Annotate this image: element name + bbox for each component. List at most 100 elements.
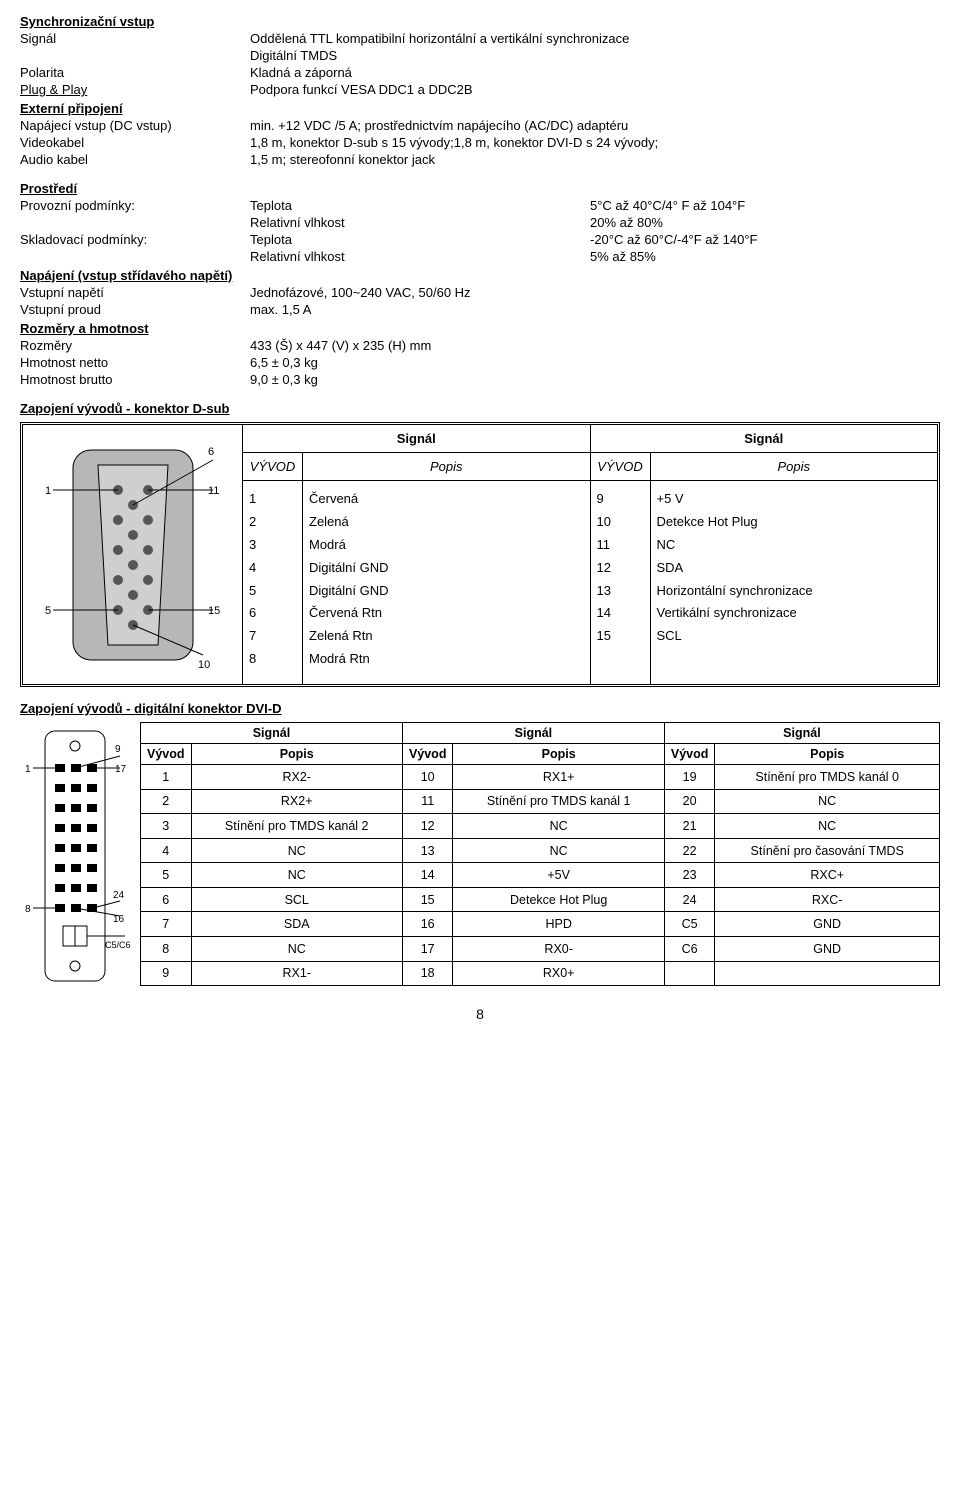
dvi-pin-h3: Vývod (664, 744, 715, 765)
dvi-cell: NC (191, 838, 402, 863)
dsub-cell: Detekce Hot Plug (657, 514, 932, 531)
spec-label: Vstupní proud (20, 302, 250, 317)
dvi-cell: 2 (141, 789, 192, 814)
dvi-row: 3Stínění pro TMDS kanál 212NC21NC (141, 814, 940, 839)
spec-value: Jednofázové, 100~240 VAC, 50/60 Hz (250, 285, 940, 300)
svg-text:24: 24 (113, 890, 125, 901)
spec-row: Audio kabel1,5 m; stereofonní konektor j… (20, 152, 940, 167)
dvi-cell: RX1+ (453, 765, 664, 790)
dvi-pin-h2: Vývod (402, 744, 453, 765)
dvi-row: 7SDA16HPDC5GND (141, 912, 940, 937)
dsub-cell: 6 (249, 605, 296, 622)
spec-label: Hmotnost brutto (20, 372, 250, 387)
dvi-cell: NC (453, 838, 664, 863)
env-col (20, 215, 250, 230)
dvi-signal-1: Signál (141, 723, 403, 744)
dvi-cell: 4 (141, 838, 192, 863)
env-row: Relativní vlhkost5% až 85% (20, 249, 940, 264)
svg-text:C5/C6: C5/C6 (105, 940, 131, 950)
dsub-cell: NC (657, 537, 932, 554)
spec-row: Rozměry433 (Š) x 447 (V) x 235 (H) mm (20, 338, 940, 353)
dvi-pin-h1: Vývod (141, 744, 192, 765)
dsub-cell: 13 (597, 583, 644, 600)
dsub-cell: SCL (657, 628, 932, 645)
svg-text:17: 17 (115, 764, 127, 775)
dsub-left-pins: 12345678 (243, 481, 303, 684)
dvi-cell: 7 (141, 912, 192, 937)
env-col: -20°C až 60°C/-4°F až 140°F (590, 232, 940, 247)
dvi-cell: RX0- (453, 936, 664, 961)
spec-value: 1,5 m; stereofonní konektor jack (250, 152, 940, 167)
dvi-desc-h2: Popis (453, 744, 664, 765)
dsub-cell: 12 (597, 560, 644, 577)
svg-text:5: 5 (45, 605, 51, 617)
dsub-cell: Červená Rtn (309, 605, 584, 622)
dsub-cell: Zelená Rtn (309, 628, 584, 645)
dvi-cell: 8 (141, 936, 192, 961)
env-col: Skladovací podmínky: (20, 232, 250, 247)
spec-label: Napájecí vstup (DC vstup) (20, 118, 250, 133)
dsub-pin-header-2: VÝVOD (591, 453, 651, 480)
external-heading: Externí připojení (20, 101, 940, 116)
power-heading: Napájení (vstup střídavého napětí) (20, 268, 940, 283)
dsub-cell: Vertikální synchronizace (657, 605, 932, 622)
dsub-cell: 8 (249, 651, 296, 668)
spec-row: Hmotnost brutto9,0 ± 0,3 kg (20, 372, 940, 387)
dvi-cell: NC (715, 789, 940, 814)
dvi-desc-h3: Popis (715, 744, 940, 765)
env-col: Teplota (250, 232, 590, 247)
dvi-cell: Stínění pro TMDS kanál 0 (715, 765, 940, 790)
dvi-cell: 13 (402, 838, 453, 863)
dsub-pin-header-1: VÝVOD (243, 453, 303, 480)
svg-text:16: 16 (113, 914, 125, 925)
dvi-cell: Stínění pro TMDS kanál 2 (191, 814, 402, 839)
env-col (20, 249, 250, 264)
dsub-table: 1 5 6 10 11 15 Signál Signál VÝVOD Popis… (20, 422, 940, 687)
svg-text:11: 11 (208, 485, 219, 497)
spec-label: Signál (20, 31, 250, 46)
dvi-cell: 24 (664, 887, 715, 912)
dsub-cell: 7 (249, 628, 296, 645)
spec-row: Vstupní proudmax. 1,5 A (20, 302, 940, 317)
dvi-cell: 16 (402, 912, 453, 937)
spec-label: Vstupní napětí (20, 285, 250, 300)
env-row: Provozní podmínky:Teplota5°C až 40°C/4° … (20, 198, 940, 213)
dvi-cell: 17 (402, 936, 453, 961)
spec-value: Kladná a záporná (250, 65, 940, 80)
dsub-cell: 15 (597, 628, 644, 645)
dvi-wrap: 1 8 9 17 24 16 C5/C6 Signál Signál Signá… (20, 722, 940, 986)
spec-value: 9,0 ± 0,3 kg (250, 372, 940, 387)
env-rows: Provozní podmínky:Teplota5°C až 40°C/4° … (20, 198, 940, 264)
env-row: Skladovací podmínky:Teplota-20°C až 60°C… (20, 232, 940, 247)
spec-value: Digitální TMDS (250, 48, 940, 63)
page-number: 8 (20, 1006, 940, 1022)
spec-value: Oddělená TTL kompatibilní horizontální a… (250, 31, 940, 46)
dvi-cell: 15 (402, 887, 453, 912)
env-row: Relativní vlhkost20% až 80% (20, 215, 940, 230)
spec-label (20, 48, 250, 63)
dsub-cell: Modrá (309, 537, 584, 554)
spec-label: Plug & Play (20, 82, 250, 97)
spec-value: 433 (Š) x 447 (V) x 235 (H) mm (250, 338, 940, 353)
external-rows: Napájecí vstup (DC vstup)min. +12 VDC /5… (20, 118, 940, 167)
dvi-cell: 3 (141, 814, 192, 839)
env-heading: Prostředí (20, 181, 940, 196)
svg-text:10: 10 (198, 659, 210, 670)
dsub-cell: Digitální GND (309, 560, 584, 577)
spec-value: max. 1,5 A (250, 302, 940, 317)
dvi-cell: GND (715, 912, 940, 937)
dvi-cell: RXC- (715, 887, 940, 912)
dsub-cell: 4 (249, 560, 296, 577)
dvi-cell: SCL (191, 887, 402, 912)
dvi-cell: 20 (664, 789, 715, 814)
env-col: 20% až 80% (590, 215, 940, 230)
spec-value: 1,8 m, konektor D-sub s 15 vývody;1,8 m,… (250, 135, 940, 150)
dvi-desc-h1: Popis (191, 744, 402, 765)
dsub-cell: Modrá Rtn (309, 651, 584, 668)
dvi-cell: 5 (141, 863, 192, 888)
dsub-signal-header-2: Signál (591, 425, 938, 452)
spec-row: Videokabel1,8 m, konektor D-sub s 15 výv… (20, 135, 940, 150)
dvi-row: 6SCL15Detekce Hot Plug24RXC- (141, 887, 940, 912)
spec-label: Polarita (20, 65, 250, 80)
sync-rows: SignálOddělená TTL kompatibilní horizont… (20, 31, 940, 97)
